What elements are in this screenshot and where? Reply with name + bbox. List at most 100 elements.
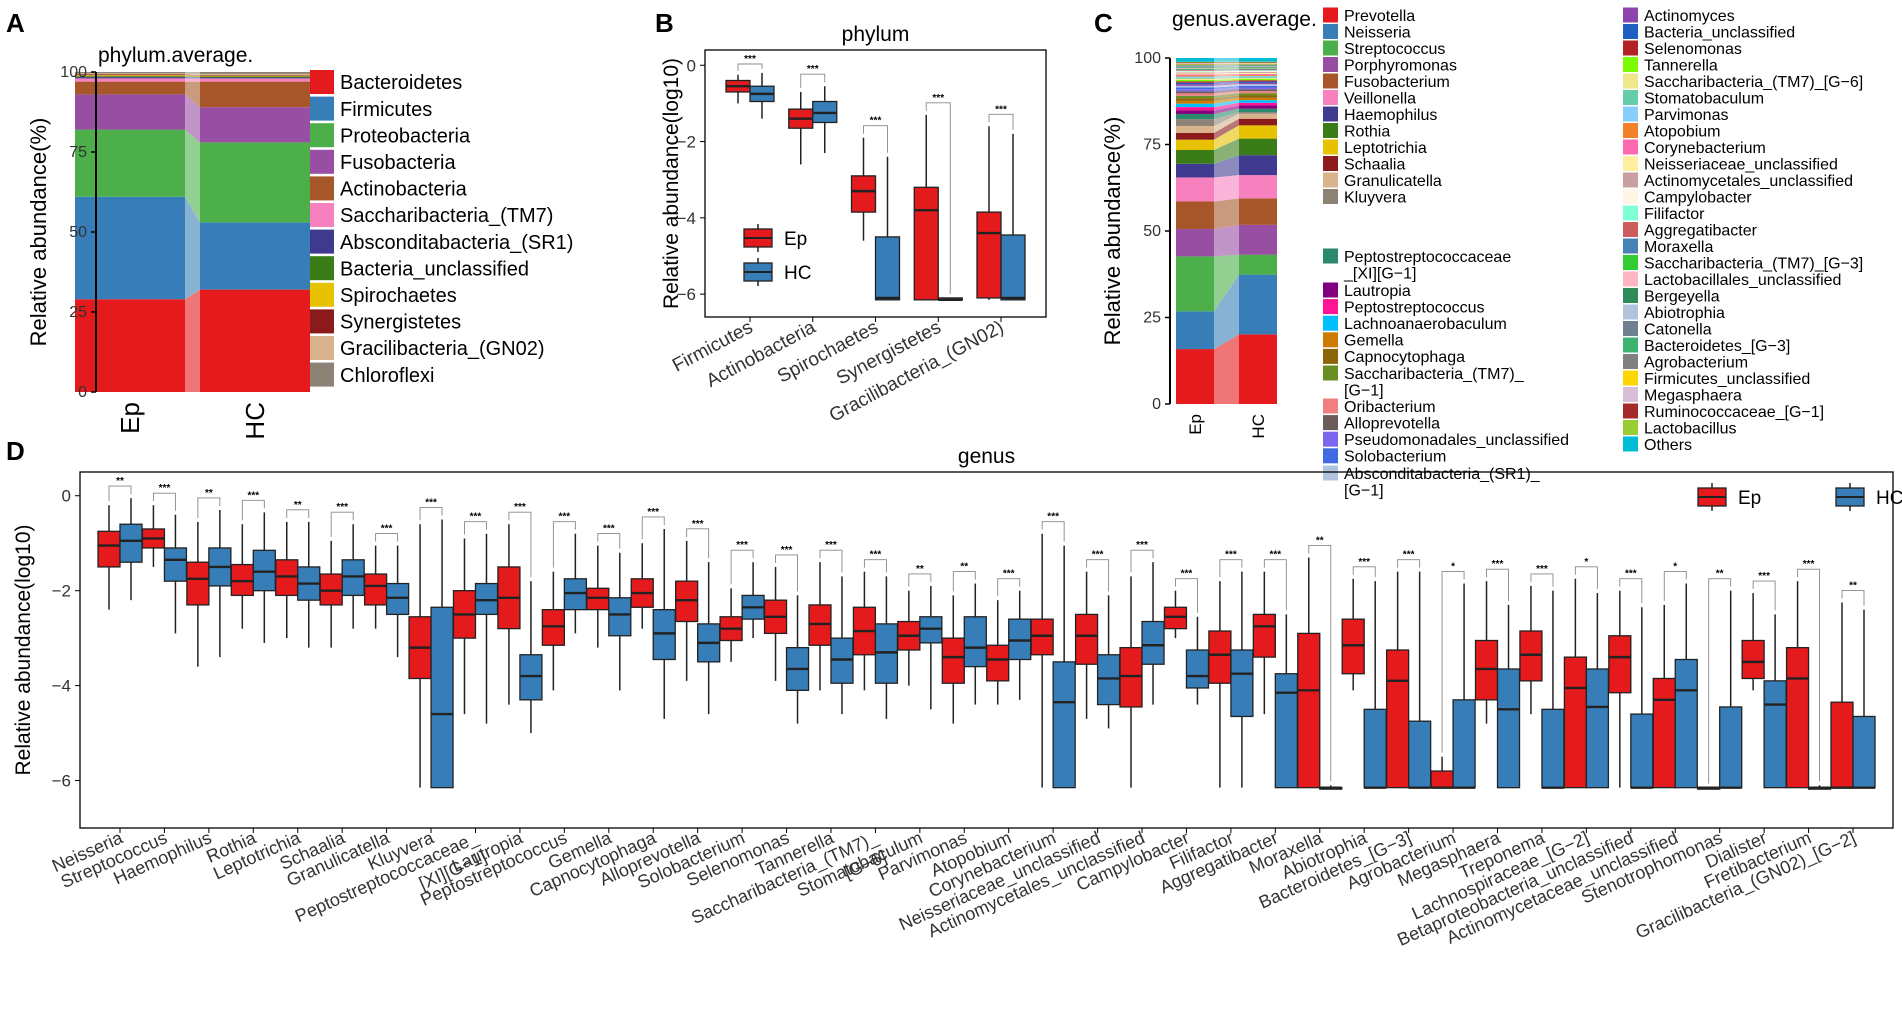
legend-swatch-lachnoanaerobaculum — [1323, 315, 1338, 331]
sig-bracket-neisseria — [108, 485, 132, 502]
legend-label-gemella: Gemella — [1344, 333, 1404, 350]
box-spirochaetes-ep — [850, 175, 877, 213]
sig-label-bacteroidetes-g-3: *** — [1403, 550, 1415, 561]
label-line: Saccharibacteria_(TM7)_ — [1344, 366, 1525, 383]
y-tick-label-0: 0 — [687, 56, 696, 75]
legend-swatch-fusobacteria — [310, 149, 334, 174]
area-band-chloroflexi — [185, 72, 200, 74]
area-block-hc-leptotrichia — [1239, 125, 1277, 139]
y-tick-label-0: 0 — [62, 487, 71, 506]
area-block-hc-firmicutes-unclassified — [1239, 63, 1277, 65]
area-band-megasphaera — [1214, 62, 1239, 64]
legend-label-streptococcus: Streptococcus — [1344, 41, 1445, 58]
legend-label-peptostreptococcaceae-xi-g-1: Peptostreptococcaceae _[XI][G−1] — [1343, 249, 1511, 283]
legend-label-moraxella: Moraxella — [1644, 239, 1713, 256]
legend-label-lachnoanaerobaculum: Lachnoanaerobaculum — [1344, 316, 1507, 333]
sig-label-fretibacterium: *** — [1803, 559, 1815, 570]
y-tick-label--4: −4 — [52, 677, 71, 696]
area-band-filifactor — [1214, 70, 1239, 72]
legend-swatch-others — [1623, 436, 1638, 452]
sig-bracket-saccharibacteria-tm7-g-6 — [863, 559, 887, 573]
x-tick-label-hc: HC — [240, 402, 270, 440]
area-block-hc-gemella — [1239, 97, 1277, 101]
area-band-capnocytophaga — [1214, 95, 1239, 101]
area-band-lachnoanaerobaculum — [1214, 100, 1239, 108]
area-block-ep-catonella — [1176, 65, 1214, 67]
sig-label-gemella: *** — [603, 524, 615, 535]
area-band-stomatobaculum — [1214, 76, 1239, 79]
area-block-ep-filifactor — [1176, 70, 1214, 72]
legend-swatch-proteobacteria — [310, 123, 334, 148]
area-band-actinobacteria — [185, 81, 200, 108]
sig-bracket-corynebacterium — [1041, 521, 1065, 542]
area-block-ep-alloprevotella — [1176, 91, 1214, 94]
legend-label-catonella: Catonella — [1644, 321, 1712, 338]
box-campylobacter-hc — [1185, 649, 1210, 689]
area-block-hc-actinomyces — [1239, 82, 1277, 85]
area-block-hc-abiotrophia — [1239, 66, 1277, 67]
area-block-hc-peptostreptococcus — [1239, 102, 1277, 106]
area-block-hc-saccharibacteria-tm7 — [200, 78, 310, 82]
legend-label-saccharibacteria-tm7-g-6: Saccharibacteria_(TM7)_[G−6] — [1644, 74, 1863, 91]
sig-bracket-tannerella — [819, 549, 843, 573]
sig-label-peptostreptococcaceae-xi-g-1: *** — [470, 512, 482, 523]
area-block-hc-agrobacterium — [1239, 64, 1277, 65]
chart-title: phylum — [842, 23, 910, 46]
sig-bracket-haemophilus — [197, 497, 221, 518]
sig-bracket-kluyvera — [419, 507, 443, 521]
sig-bracket-rothia — [241, 499, 265, 521]
legend-label-pseudomonadales-unclassified: Pseudomonadales_unclassified — [1344, 432, 1569, 449]
legend-swatch-neisseria — [1323, 24, 1338, 39]
y-tick-label-100: 100 — [1134, 50, 1161, 67]
sig-label-lachnospiraceae-g-2: * — [1584, 557, 1588, 568]
area-block-ep-actinobacteria — [75, 81, 185, 95]
legend-swatch-spirochaetes — [310, 282, 334, 307]
legend-swatch-absconditabacteria-sr1 — [310, 229, 334, 254]
area-block-hc-bacteroidetes-g-3 — [1239, 64, 1277, 66]
sig-bracket-aggregatibacter — [1263, 559, 1287, 611]
sig-label-leptotrichia: ** — [294, 500, 302, 511]
area-block-ep-actinomyces — [1176, 84, 1214, 86]
area-band-firmicutes-unclassified — [1214, 63, 1239, 65]
area-band-pseudomonadales-unclassified — [1214, 87, 1239, 92]
sig-label-kluyvera: *** — [425, 497, 437, 508]
y-tick-label-50: 50 — [1143, 223, 1161, 240]
area-block-ep-saccharibacteria-tm7 — [75, 78, 185, 82]
sig-bracket-granulicatella — [375, 533, 399, 542]
legend-label-corynebacterium: Corynebacterium — [1644, 140, 1766, 157]
legend-label-saccharibacteria-tm7: Saccharibacteria_(TM7) — [340, 205, 553, 227]
box-treponema-hc — [1541, 708, 1565, 789]
legend-swatch-kluyvera — [1323, 189, 1338, 204]
legend-label-spirochaetes: Spirochaetes — [340, 285, 457, 307]
legend-swatch-firmicutes — [310, 96, 334, 121]
area-block-hc-schaalia — [1239, 118, 1277, 126]
area-block-hc-corynebacterium — [1239, 73, 1277, 75]
sig-label-solobacterium: *** — [736, 540, 748, 551]
sig-bracket-betaproteobacteria-unclassified — [1619, 578, 1643, 604]
y-tick-label-25: 25 — [1143, 310, 1161, 327]
sig-label-alloprevotella: *** — [692, 519, 704, 530]
sig-label-parvimonas: ** — [960, 562, 968, 573]
sig-bracket-synergistetes — [925, 102, 951, 294]
area-block-hc-absconditabacteria-sr1-g-1 — [1239, 84, 1277, 86]
sig-label-actinomycetaceae-unclassified: * — [1673, 562, 1677, 573]
area-block-ep-firmicutes-unclassified — [1176, 63, 1214, 65]
area-block-ep-lactobacillales-unclassified — [1176, 67, 1214, 69]
sig-bracket-lachnospiraceae-g-2 — [1574, 566, 1598, 590]
area-block-ep-porphyromonas — [1176, 228, 1214, 257]
area-block-ep-kluyvera — [1176, 119, 1214, 126]
area-band-atopobium — [1214, 74, 1239, 77]
legend-label-stomatobaculum: Stomatobaculum — [1644, 90, 1764, 107]
legend-swatch-gracilibacteria-gn02 — [310, 336, 334, 360]
legend-swatch-campylobacter — [1623, 189, 1638, 204]
area-block-hc-saccharibacteria-tm7-g-3 — [1239, 68, 1277, 69]
area-block-hc-capnocytophaga — [1239, 95, 1277, 98]
area-block-ep-bacteroidetes-g-3 — [1176, 65, 1214, 66]
legend-swatch-gemella — [1323, 332, 1338, 348]
legend-swatch-actinomycetales-unclassified — [1623, 172, 1638, 188]
box-agrobacterium-hc — [1452, 699, 1476, 789]
box-aggregatibacter-hc — [1274, 673, 1298, 789]
legend-label-absconditabacteria-sr1: Absconditabacteria_(SR1) — [340, 232, 573, 254]
legend-label-agrobacterium: Agrobacterium — [1644, 354, 1748, 371]
legend-swatch-prevotella — [1323, 7, 1338, 23]
